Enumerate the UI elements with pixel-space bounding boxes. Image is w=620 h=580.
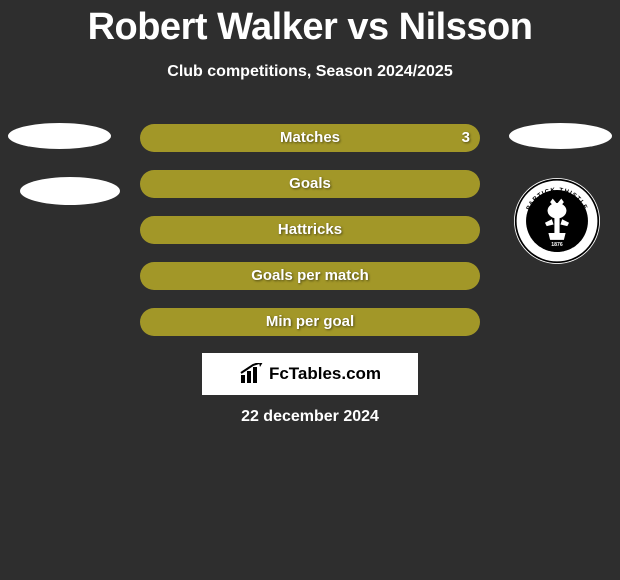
stat-label: Matches — [140, 124, 480, 152]
subtitle: Club competitions, Season 2024/2025 — [0, 63, 620, 81]
stat-row-min-per-goal: Min per goal — [140, 308, 480, 336]
stat-row-matches: Matches 3 — [140, 124, 480, 152]
player1-club-badge-2 — [20, 177, 120, 205]
stat-label: Goals — [140, 170, 480, 198]
vs-text: vs — [347, 6, 388, 48]
comparison-title: Robert Walker vs Nilsson — [0, 0, 620, 49]
player2-name: Nilsson — [399, 6, 533, 48]
stat-row-goals-per-match: Goals per match — [140, 262, 480, 290]
stats-container: Matches 3 Goals Hattricks Goals per matc… — [140, 124, 480, 354]
svg-text:1876: 1876 — [551, 242, 563, 248]
player2-club-badge-1 — [509, 123, 612, 149]
stat-label: Hattricks — [140, 216, 480, 244]
player2-club-crest: PARTICK THISTLE FOOTBALL CLUB 1876 — [514, 178, 600, 264]
stat-label: Goals per match — [140, 262, 480, 290]
brand-badge: FcTables.com — [202, 353, 418, 395]
date-text: 22 december 2024 — [0, 408, 620, 426]
bar-chart-icon — [239, 363, 265, 385]
stat-row-goals: Goals — [140, 170, 480, 198]
stat-label: Min per goal — [140, 308, 480, 336]
partick-thistle-crest-icon: PARTICK THISTLE FOOTBALL CLUB 1876 — [514, 178, 600, 264]
player1-name: Robert Walker — [88, 6, 338, 48]
brand-text: FcTables.com — [269, 364, 381, 384]
stat-right-value: 3 — [462, 124, 470, 152]
player1-club-badge-1 — [8, 123, 111, 149]
stat-row-hattricks: Hattricks — [140, 216, 480, 244]
